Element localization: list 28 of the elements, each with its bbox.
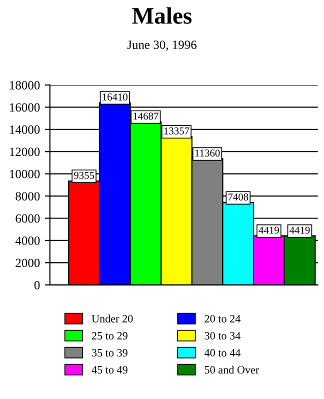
y-tick-label: 14000 [10, 125, 40, 134]
legend-label: 20 to 24 [204, 314, 241, 322]
y-tick-label: 12000 [10, 148, 40, 156]
chart-title: Males [132, 7, 192, 24]
legend-label: 25 to 29 [92, 332, 128, 340]
legend-label: 35 to 39 [92, 349, 128, 357]
data-label: 13357 [164, 127, 190, 134]
y-tick-label: 18000 [10, 81, 40, 90]
data-label: 9355 [74, 172, 94, 179]
y-tick-label: 0 [34, 280, 40, 290]
y-tick-label: 10000 [10, 170, 40, 178]
y-tick-label: 8000 [16, 192, 40, 200]
legend-label: 30 to 34 [204, 332, 241, 340]
legend-label: 50 and Over [204, 366, 260, 374]
y-tick-label: 16000 [10, 103, 40, 112]
y-tick-label: 4000 [15, 236, 40, 245]
data-label: 14687 [134, 112, 158, 120]
data-label: 7408 [228, 193, 248, 200]
data-label: 4419 [258, 226, 279, 234]
y-tick-label: 2000 [16, 258, 40, 268]
data-label: 4419 [290, 226, 310, 234]
chart-subtitle: June 30, 1996 [127, 40, 197, 51]
data-label: 16410 [102, 94, 128, 101]
legend-label: 45 to 49 [92, 366, 128, 374]
legend-label: 40 to 44 [204, 349, 241, 357]
y-tick-label: 6000 [16, 214, 40, 223]
legend-label: Under 20 [92, 314, 133, 322]
data-label: 11360 [195, 150, 220, 157]
